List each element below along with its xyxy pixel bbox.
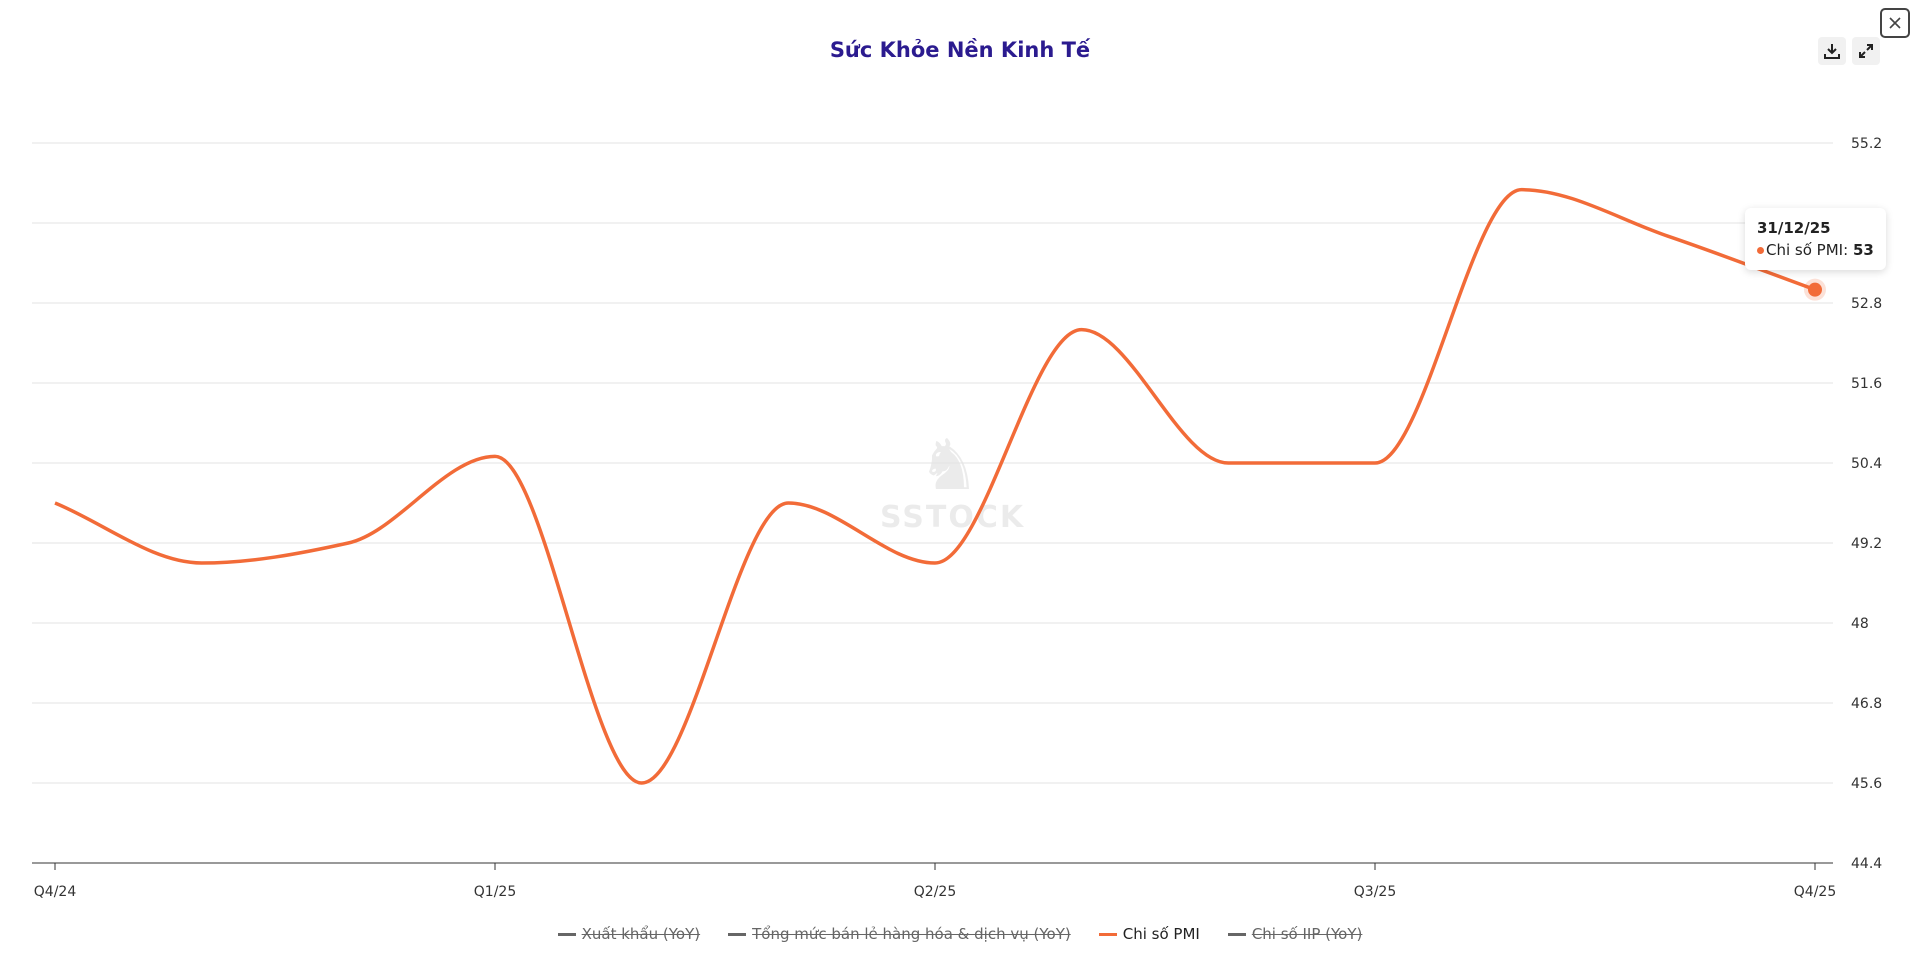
expand-icon <box>1859 44 1873 58</box>
y-tick-label: 55.2 <box>1851 136 1882 152</box>
y-tick-label: 49.2 <box>1851 536 1882 552</box>
legend-swatch-icon <box>1098 932 1117 936</box>
download-button[interactable] <box>1818 37 1846 65</box>
y-tick-label: 52.8 <box>1851 296 1882 312</box>
y-tick-label: 48 <box>1851 616 1869 632</box>
series-dot-icon <box>1757 247 1764 254</box>
legend-swatch-icon <box>557 932 576 936</box>
download-icon <box>1824 44 1840 59</box>
legend-swatch-icon <box>1227 932 1246 936</box>
x-tick-label: Q1/25 <box>474 884 516 900</box>
chart-title: Sức Khỏe Nền Kinh Tế <box>829 38 1091 62</box>
y-tick-label: 46.8 <box>1851 696 1882 712</box>
legend-label: Xuất khẩu (YoY) <box>581 925 701 943</box>
tooltip: 31/12/25 Chi số PMI: 53 <box>1745 208 1886 270</box>
x-tick-label: Q3/25 <box>1354 884 1396 900</box>
legend-item[interactable]: Tổng mức bán lẻ hàng hóa & dịch vụ (YoY) <box>728 925 1071 943</box>
x-tick-label: Q4/25 <box>1794 884 1836 900</box>
expand-button[interactable] <box>1852 37 1880 65</box>
y-tick-label: 51.6 <box>1851 376 1882 392</box>
watermark: ♞ SSTOCK <box>880 424 1026 535</box>
close-icon <box>1889 17 1901 29</box>
y-tick-label: 45.6 <box>1851 776 1882 792</box>
legend-item[interactable]: Chi số PMI <box>1098 925 1200 943</box>
highlighted-data-point <box>1808 282 1822 297</box>
legend-label: Chi số IIP (YoY) <box>1251 925 1363 943</box>
close-button[interactable] <box>1880 8 1910 38</box>
tooltip-value: 53 <box>1852 241 1874 259</box>
y-tick-label: 50.4 <box>1851 456 1882 472</box>
tooltip-series: Chi số PMI: <box>1766 241 1849 259</box>
legend-swatch-icon <box>728 932 747 936</box>
tooltip-date: 31/12/25 <box>1757 219 1831 237</box>
legend: Xuất khẩu (YoY) Tổng mức bán lẻ hàng hóa … <box>0 925 1920 943</box>
watermark-text: SSTOCK <box>880 500 1026 535</box>
legend-item[interactable]: Xuất khẩu (YoY) <box>557 925 701 943</box>
x-tick-label: Q2/25 <box>914 884 956 900</box>
legend-label: Chi số PMI <box>1122 925 1200 943</box>
x-tick-label: Q4/24 <box>34 884 77 900</box>
legend-label: Tổng mức bán lẻ hàng hóa & dịch vụ (YoY) <box>752 925 1071 943</box>
pmi-series-line <box>54 187 1816 785</box>
y-tick-label: 44.4 <box>1851 856 1882 872</box>
legend-item[interactable]: Chi số IIP (YoY) <box>1227 925 1363 943</box>
